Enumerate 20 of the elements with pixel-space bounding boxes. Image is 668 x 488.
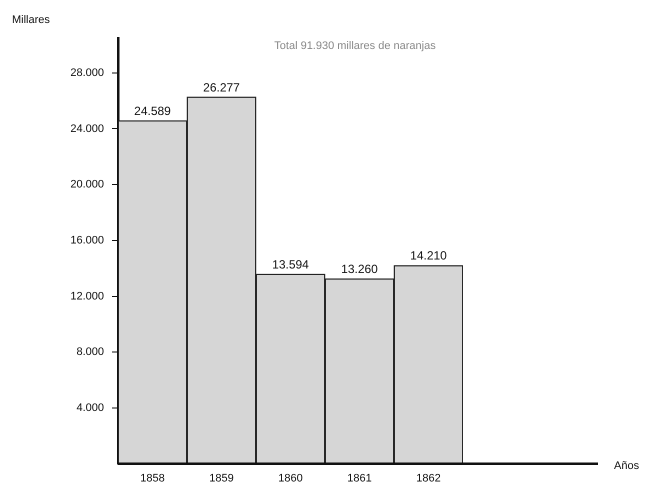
y-tick-label: 24.000 bbox=[70, 122, 104, 135]
data-label: 14.210 bbox=[410, 248, 448, 263]
y-tick-label: 16.000 bbox=[70, 234, 104, 246]
data-label: 13.260 bbox=[341, 262, 378, 276]
annotation: Total 91.930 millares de naranjas bbox=[274, 40, 436, 52]
x-tick-label: 1862 bbox=[416, 472, 441, 484]
data-label: 24.589 bbox=[134, 104, 172, 118]
data-label: 26.277 bbox=[203, 80, 240, 94]
x-tick-label: 1859 bbox=[209, 472, 234, 484]
x-tick-label: 1861 bbox=[347, 472, 372, 484]
x-tick-label: 1860 bbox=[278, 472, 303, 484]
y-tick-label: 4.000 bbox=[76, 402, 104, 414]
data-label: 13.594 bbox=[272, 257, 310, 272]
x-tick-label: 1858 bbox=[140, 472, 165, 484]
y-axis-title: Millares bbox=[12, 14, 50, 26]
y-tick-label: 12.000 bbox=[70, 290, 104, 302]
y-tick-label: 28.000 bbox=[70, 66, 104, 79]
text: Años bbox=[614, 460, 640, 472]
y-tick-label: 8.000 bbox=[76, 346, 104, 358]
y-tick-label: 20.000 bbox=[70, 178, 104, 191]
